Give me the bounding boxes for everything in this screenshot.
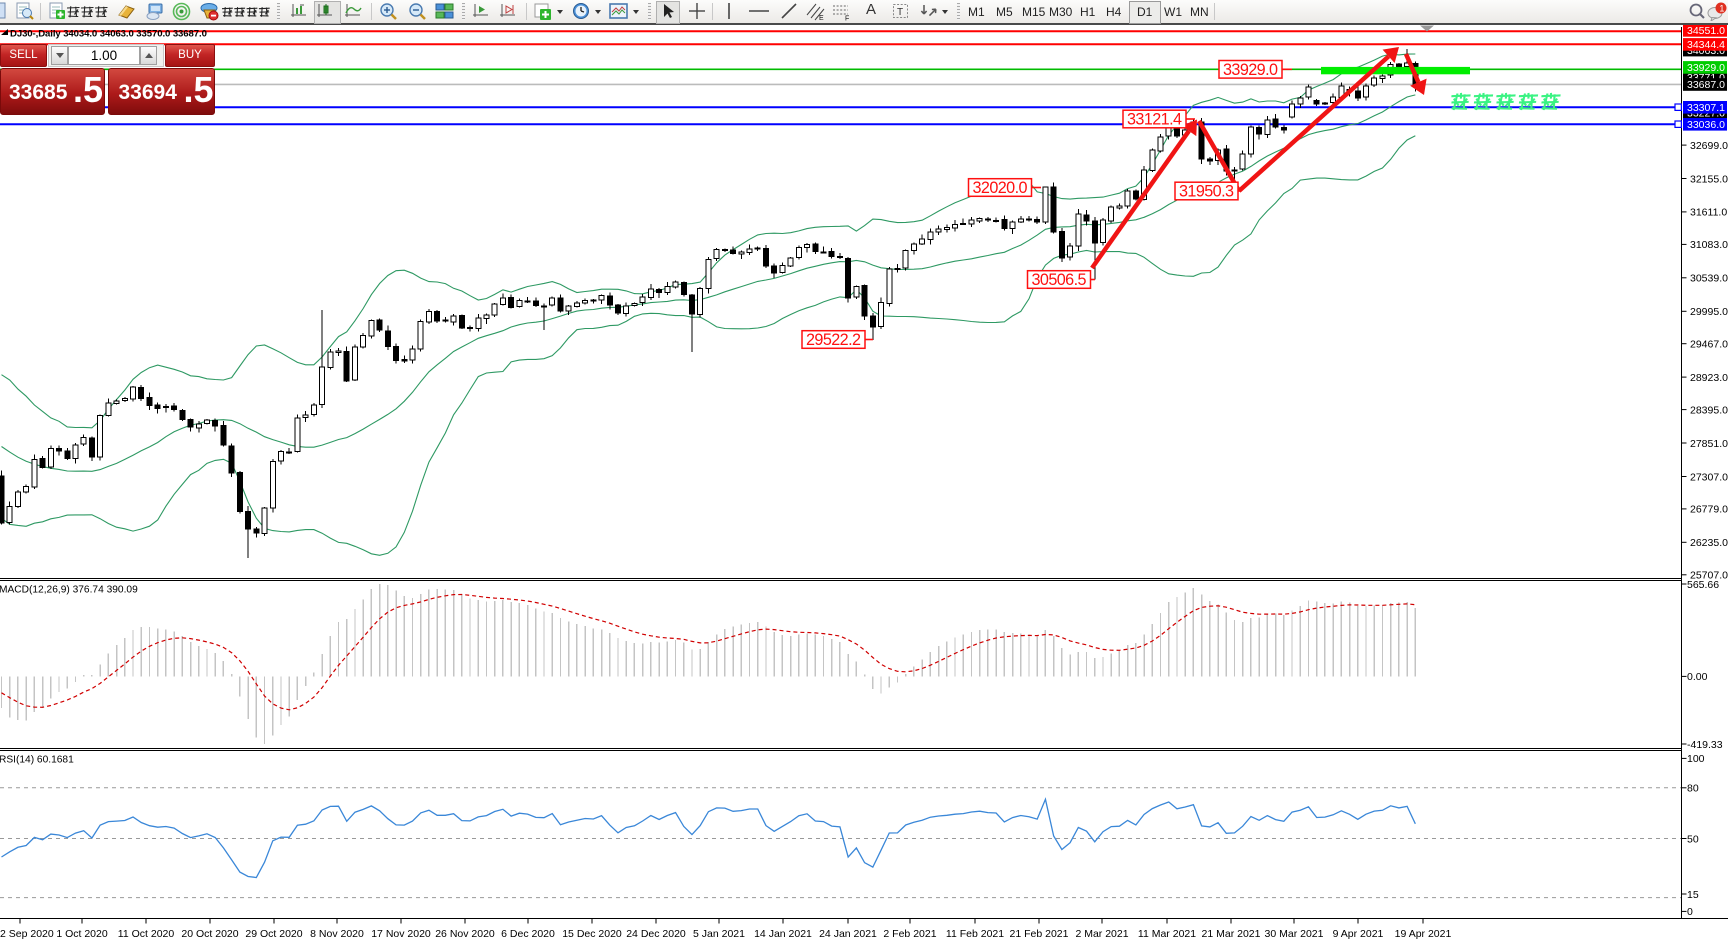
- svg-text:21 Mar 2021: 21 Mar 2021: [1202, 928, 1261, 940]
- svg-text:28923.0: 28923.0: [1690, 372, 1728, 384]
- svg-text:8 Nov 2020: 8 Nov 2020: [310, 928, 364, 940]
- svg-text:33929.0: 33929.0: [1687, 62, 1725, 74]
- svg-text:34344.4: 34344.4: [1687, 39, 1725, 51]
- svg-text:9 Apr 2021: 9 Apr 2021: [1333, 928, 1384, 940]
- svg-text:26 Nov 2020: 26 Nov 2020: [435, 928, 495, 940]
- svg-text:29467.0: 29467.0: [1690, 339, 1728, 351]
- svg-text:26779.0: 26779.0: [1690, 504, 1728, 516]
- svg-text:26235.0: 26235.0: [1690, 537, 1728, 549]
- svg-text:19 Apr 2021: 19 Apr 2021: [1395, 928, 1452, 940]
- svg-text:14 Jan 2021: 14 Jan 2021: [754, 928, 812, 940]
- svg-text:32020.0: 32020.0: [973, 179, 1028, 197]
- svg-text:30539.0: 30539.0: [1690, 273, 1728, 285]
- svg-text:T: T: [897, 7, 903, 18]
- svg-text:30 Mar 2021: 30 Mar 2021: [1265, 928, 1324, 940]
- svg-text:1: 1: [1719, 4, 1724, 14]
- svg-text:17 Nov 2020: 17 Nov 2020: [371, 928, 431, 940]
- svg-text:31950.3: 31950.3: [1179, 183, 1234, 201]
- svg-text:29522.2: 29522.2: [806, 331, 861, 349]
- svg-text:565.66: 565.66: [1687, 579, 1719, 591]
- svg-text:21 Feb 2021: 21 Feb 2021: [1010, 928, 1069, 940]
- svg-text:25707.0: 25707.0: [1690, 570, 1728, 582]
- svg-text:15: 15: [1687, 889, 1699, 901]
- svg-text:29 Oct 2020: 29 Oct 2020: [245, 928, 302, 940]
- svg-text:30506.5: 30506.5: [1032, 271, 1087, 289]
- svg-text:E: E: [819, 15, 824, 21]
- svg-text:2 Sep 2020: 2 Sep 2020: [0, 928, 54, 940]
- svg-text:5 Jan 2021: 5 Jan 2021: [693, 928, 745, 940]
- svg-text:24 Jan 2021: 24 Jan 2021: [819, 928, 877, 940]
- svg-text:1 Oct 2020: 1 Oct 2020: [56, 928, 108, 940]
- svg-text:27851.0: 27851.0: [1690, 438, 1728, 450]
- svg-text:6 Dec 2020: 6 Dec 2020: [501, 928, 555, 940]
- svg-text:0.00: 0.00: [1687, 671, 1708, 683]
- svg-text:2 Mar 2021: 2 Mar 2021: [1075, 928, 1128, 940]
- svg-text:50: 50: [1687, 833, 1699, 845]
- svg-text:31611.0: 31611.0: [1690, 207, 1727, 219]
- svg-text:DJ30-,Daily 34034.0 34063.0 3: DJ30-,Daily 34034.0 34063.0 33570.0 3368…: [10, 29, 207, 40]
- svg-text:-419.33: -419.33: [1687, 739, 1723, 751]
- svg-text:11 Oct 2020: 11 Oct 2020: [118, 928, 175, 940]
- svg-text:33307.1: 33307.1: [1687, 102, 1725, 114]
- svg-text:29995.0: 29995.0: [1690, 306, 1728, 318]
- svg-text:0: 0: [1687, 906, 1693, 918]
- svg-text:24 Dec 2020: 24 Dec 2020: [626, 928, 686, 940]
- svg-text:27307.0: 27307.0: [1690, 471, 1728, 483]
- svg-text:11 Mar 2021: 11 Mar 2021: [1138, 928, 1196, 940]
- svg-text:33687.0: 33687.0: [1687, 79, 1725, 91]
- svg-text:80: 80: [1687, 783, 1699, 795]
- svg-text:28395.0: 28395.0: [1690, 404, 1728, 416]
- svg-text:MACD(12,26,9) 376.74 390.09: MACD(12,26,9) 376.74 390.09: [0, 585, 138, 596]
- svg-text:32699.0: 32699.0: [1690, 140, 1728, 152]
- svg-text:100: 100: [1687, 753, 1705, 765]
- svg-text:33121.4: 33121.4: [1127, 111, 1182, 129]
- svg-text:20 Oct 2020: 20 Oct 2020: [181, 928, 238, 940]
- svg-text:34551.0: 34551.0: [1687, 25, 1725, 37]
- svg-text:2 Feb 2021: 2 Feb 2021: [883, 928, 936, 940]
- svg-text:15 Dec 2020: 15 Dec 2020: [562, 928, 622, 940]
- svg-text:33929.0: 33929.0: [1223, 61, 1278, 79]
- svg-text:31083.0: 31083.0: [1690, 239, 1728, 251]
- svg-text:32155.0: 32155.0: [1690, 173, 1728, 185]
- svg-text:33036.0: 33036.0: [1687, 119, 1725, 131]
- svg-text:F: F: [845, 16, 849, 22]
- svg-text:11 Feb 2021: 11 Feb 2021: [946, 928, 1004, 940]
- svg-text:RSI(14) 60.1681: RSI(14) 60.1681: [0, 755, 74, 766]
